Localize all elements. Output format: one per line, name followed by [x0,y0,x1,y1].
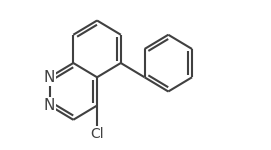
Text: N: N [44,98,55,113]
Text: N: N [44,70,55,85]
Text: Cl: Cl [90,127,104,141]
